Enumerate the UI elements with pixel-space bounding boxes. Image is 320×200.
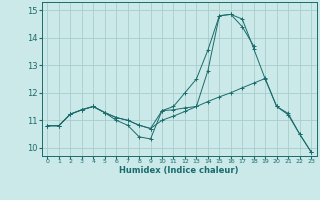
X-axis label: Humidex (Indice chaleur): Humidex (Indice chaleur) xyxy=(119,166,239,175)
